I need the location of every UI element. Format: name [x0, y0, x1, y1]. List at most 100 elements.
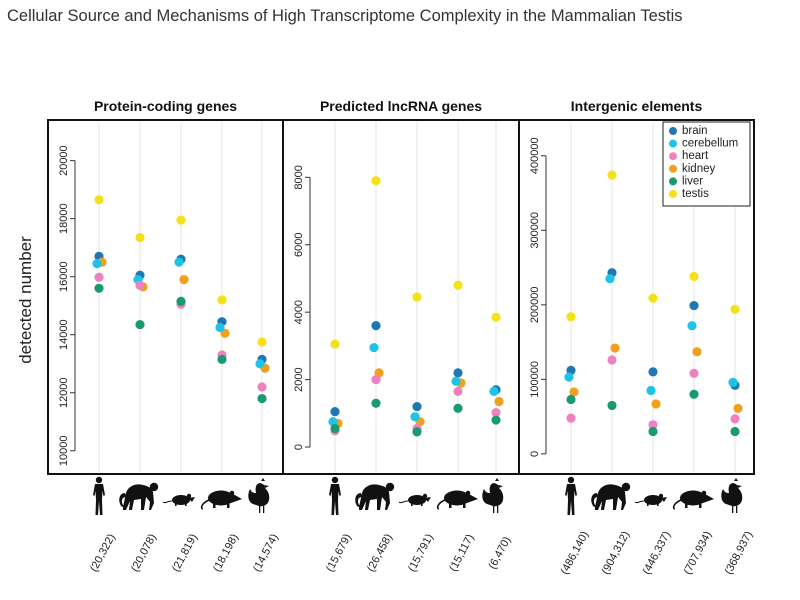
point-cerebellum — [174, 257, 184, 267]
point-liver — [412, 427, 422, 437]
mouse-icon — [634, 493, 667, 506]
legend-label-liver: liver — [682, 175, 703, 187]
category-label: (368,937) — [723, 529, 756, 576]
point-liver — [730, 426, 740, 437]
category-label: (14,574) — [251, 532, 281, 574]
human-icon — [329, 476, 341, 515]
legend-marker-kidney — [669, 164, 677, 173]
legend-marker-brain — [669, 127, 677, 135]
y-tick-label: 20000 — [58, 145, 70, 176]
macaque-icon — [119, 482, 159, 510]
y-tick-label: 12000 — [58, 377, 70, 408]
panel-2: Predicted lncRNA genes 0 2000 4000 6000 8000 (… — [282, 98, 520, 574]
y-tick-label: 4000 — [293, 300, 305, 324]
point-liver — [176, 296, 186, 306]
point-heart — [453, 386, 463, 396]
point-testis — [135, 232, 145, 243]
y-tick-label: 2000 — [293, 367, 305, 391]
y-tick-label: 200000 — [529, 286, 541, 323]
point-cerebellum — [451, 376, 461, 386]
point-testis — [689, 271, 699, 282]
point-liver — [217, 354, 227, 364]
point-liver — [257, 393, 267, 404]
category-label: (486,140) — [559, 529, 592, 576]
point-kidney — [651, 399, 661, 409]
y-tick-label: 300000 — [529, 212, 541, 249]
legend-marker-heart — [669, 152, 677, 161]
point-heart — [730, 414, 740, 424]
mouse-icon — [398, 493, 431, 506]
y-tick-label: 10000 — [58, 435, 70, 466]
point-liver — [648, 426, 658, 437]
point-testis — [491, 312, 501, 322]
opossum-icon — [436, 490, 478, 510]
macaque-icon — [355, 482, 395, 510]
y-axis-label: detected number — [16, 236, 35, 364]
point-liver — [330, 423, 340, 434]
panel-frame — [47, 119, 284, 475]
point-heart — [257, 382, 267, 392]
panel-title: Protein-coding genes — [94, 98, 237, 114]
mouse-icon — [162, 493, 195, 506]
y-tick-label: 6000 — [293, 233, 305, 257]
point-brain — [371, 321, 381, 331]
opossum-icon — [672, 490, 714, 510]
chicken-icon — [248, 478, 270, 513]
category-label: (20,322) — [88, 532, 118, 574]
y-tick-label: 16000 — [58, 261, 70, 292]
point-testis — [217, 295, 227, 305]
legend-label-kidney: kidney — [682, 163, 715, 175]
point-liver — [453, 403, 463, 413]
point-testis — [94, 195, 104, 205]
legend-marker-cerebellum — [669, 139, 677, 148]
y-tick-label: 14000 — [58, 319, 70, 350]
point-cerebellum — [605, 274, 615, 284]
chicken-icon — [721, 478, 743, 513]
point-cerebellum — [215, 322, 225, 333]
point-heart — [566, 413, 576, 423]
panel-1: Protein-coding genes 10000 12000 14000 16000… — [47, 98, 284, 574]
point-cerebellum — [92, 259, 102, 269]
panel-title: Predicted lncRNA genes — [320, 98, 482, 114]
human-icon — [93, 476, 105, 515]
y-tick-label: 18000 — [58, 203, 70, 234]
point-cerebellum — [410, 412, 420, 422]
point-testis — [330, 339, 340, 349]
point-liver — [94, 283, 104, 293]
legend-label-testis: testis — [682, 188, 709, 200]
category-label: (15,679) — [324, 532, 354, 574]
point-testis — [257, 337, 267, 347]
category-label: (15,791) — [406, 532, 436, 574]
legend-label-brain: brain — [682, 125, 708, 137]
y-tick-label: 8000 — [293, 165, 305, 189]
point-kidney — [494, 396, 504, 407]
point-liver — [371, 398, 381, 408]
point-heart — [371, 375, 381, 385]
point-cerebellum — [728, 377, 738, 387]
legend-marker-liver — [669, 177, 677, 186]
macaque-icon — [591, 482, 631, 510]
point-cerebellum — [564, 372, 574, 382]
point-heart — [94, 272, 104, 282]
legend-marker-testis — [669, 190, 677, 198]
y-tick-label: 0 — [529, 451, 541, 457]
point-heart — [689, 368, 699, 378]
category-label: (6,470) — [486, 535, 513, 571]
point-testis — [607, 170, 617, 180]
point-cerebellum — [687, 321, 697, 331]
point-testis — [730, 304, 740, 314]
category-label: (21,819) — [170, 532, 200, 574]
panel-frame — [518, 119, 755, 475]
panel-title: Intergenic elements — [571, 98, 703, 114]
category-label: (18,198) — [211, 532, 241, 574]
point-kidney — [569, 387, 579, 397]
point-brain — [689, 300, 699, 311]
category-label: (446,337) — [641, 529, 674, 576]
point-testis — [412, 292, 422, 302]
y-tick-label: 100000 — [529, 361, 541, 398]
point-kidney — [733, 403, 743, 414]
point-liver — [491, 415, 501, 425]
legend-label-heart: heart — [682, 150, 709, 162]
point-testis — [566, 312, 576, 322]
